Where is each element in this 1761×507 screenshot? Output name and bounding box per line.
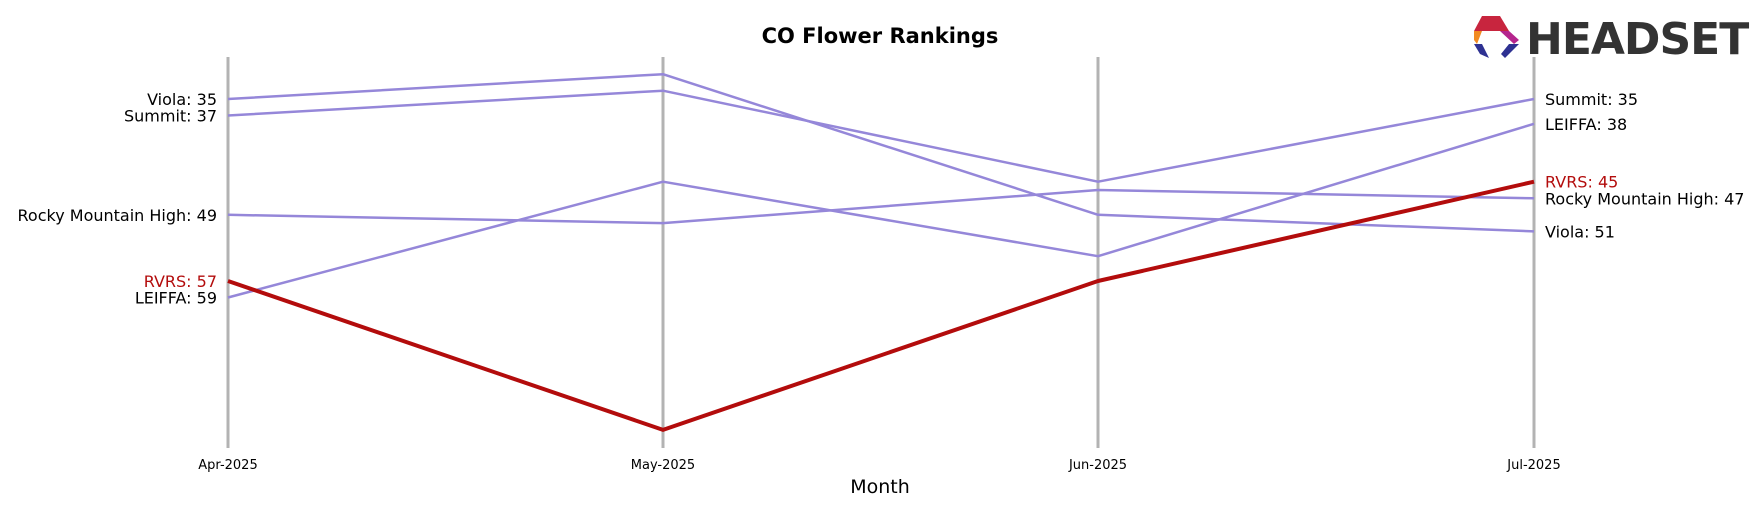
end-label-viola: Viola: 51 — [1545, 222, 1615, 241]
gridlines — [226, 57, 1536, 448]
x-tick-labels: Apr-2025 May-2025 Jun-2025 Jul-2025 — [198, 458, 1560, 473]
x-tick-label: Jul-2025 — [1506, 458, 1560, 473]
end-label-leiffa: LEIFFA: 38 — [1545, 115, 1627, 134]
x-axis-label: Month — [850, 476, 910, 498]
series-line-summit — [227, 89, 1535, 183]
end-label-rocky-mountain-high: Rocky Mountain High: 47 — [1545, 189, 1744, 208]
x-tick-label: Apr-2025 — [198, 458, 257, 473]
start-label-rocky-mountain-high: Rocky Mountain High: 49 — [18, 206, 217, 225]
x-tick-label: May-2025 — [631, 458, 695, 473]
headset-logo-icon — [1474, 16, 1519, 58]
series-lines — [227, 72, 1535, 432]
start-label-leiffa: LEIFFA: 59 — [135, 289, 217, 308]
series-line-rvrs — [227, 179, 1535, 432]
headset-logo-text: HEADSET — [1526, 14, 1749, 65]
series-line-leiffa — [227, 122, 1535, 299]
start-label-viola: Viola: 35 — [147, 90, 217, 109]
series-line-viola — [227, 72, 1535, 233]
start-label-summit: Summit: 37 — [124, 107, 217, 126]
start-label-rvrs: RVRS: 57 — [144, 272, 217, 291]
series-end-labels: Viola: 35 Viola: 51 Summit: 37 Summit: 35 Ro… — [18, 90, 1745, 308]
series-line-rocky-mountain-high — [227, 188, 1535, 225]
end-label-summit: Summit: 35 — [1545, 90, 1638, 109]
headset-logo: HEADSET — [1474, 14, 1750, 65]
end-label-rvrs: RVRS: 45 — [1545, 173, 1618, 192]
chart-title: CO Flower Rankings — [762, 24, 999, 48]
x-tick-label: Jun-2025 — [1068, 458, 1127, 473]
